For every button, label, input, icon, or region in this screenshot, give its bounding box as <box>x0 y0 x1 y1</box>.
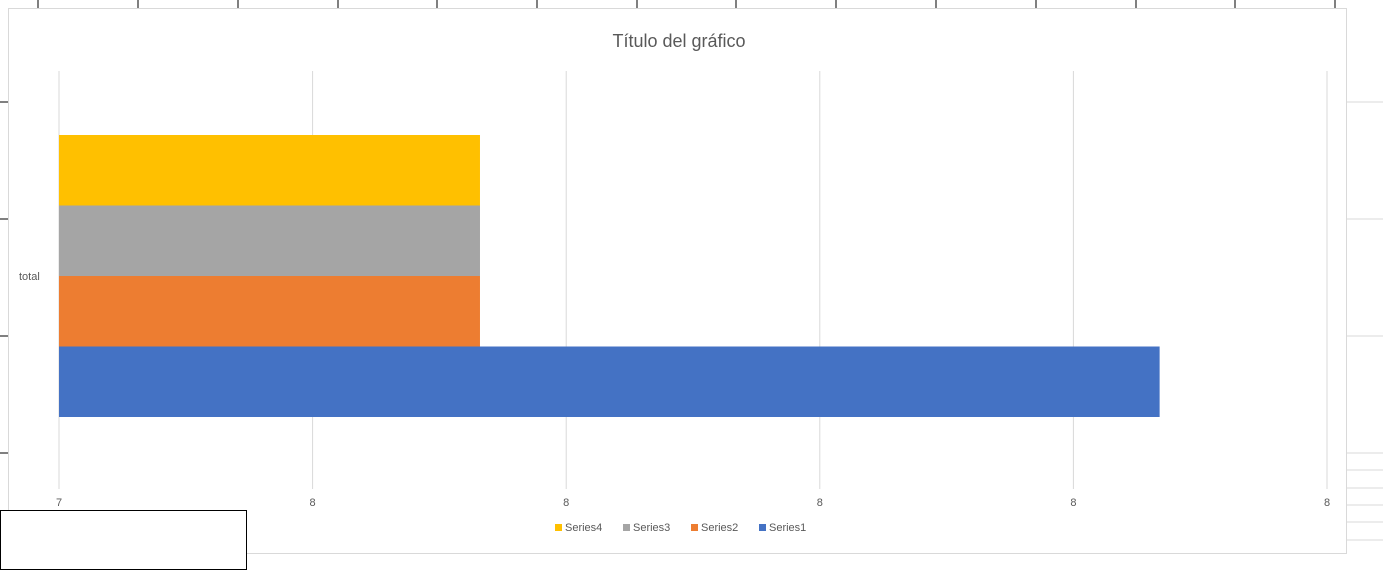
bars <box>59 135 1160 417</box>
legend-swatch <box>691 524 698 531</box>
legend-label: Series1 <box>769 522 806 534</box>
bar-series1[interactable] <box>59 346 1160 418</box>
legend-label: Series3 <box>633 522 670 534</box>
x-tick-label: 8 <box>1324 497 1330 509</box>
legend-swatch <box>555 524 562 531</box>
selection-box <box>0 510 247 570</box>
legend-label: Series2 <box>701 522 738 534</box>
x-tick-label: 8 <box>817 497 823 509</box>
spreadsheet-background <box>0 0 1383 541</box>
value-axis: 7 8 8 8 8 8 <box>56 497 1330 509</box>
x-tick-label: 8 <box>1070 497 1076 509</box>
x-tick-label: 8 <box>310 497 316 509</box>
category-axis: total <box>19 271 40 283</box>
category-label: total <box>19 271 40 283</box>
legend-swatch <box>623 524 630 531</box>
legend-swatch <box>759 524 766 531</box>
bar-series3[interactable] <box>59 205 480 277</box>
x-tick-label: 8 <box>563 497 569 509</box>
bar-series4[interactable] <box>59 135 480 206</box>
x-tick-label: 7 <box>56 497 62 509</box>
chart-title[interactable]: Título del gráfico <box>612 31 745 51</box>
legend[interactable]: Series4 Series3 Series2 Series1 <box>555 522 806 534</box>
legend-label: Series4 <box>565 522 602 534</box>
bar-series2[interactable] <box>59 276 480 347</box>
